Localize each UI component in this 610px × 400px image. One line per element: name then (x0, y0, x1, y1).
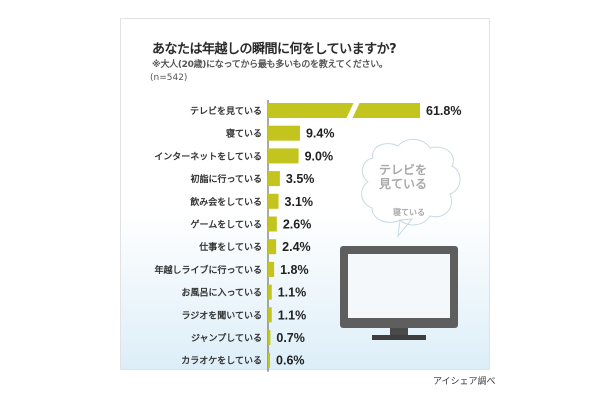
bar (268, 216, 277, 232)
category-label: ラジオを聞いている (181, 310, 262, 321)
value-label: 9.0% (305, 149, 334, 163)
chart-subtitle: ※大人(20歳)になってから最も多いものを教えてください。 (152, 60, 388, 70)
tv-illustration (340, 139, 461, 340)
tv-screen (348, 254, 450, 318)
category-label: 飲み会をしている (189, 196, 262, 208)
bar (268, 125, 300, 141)
value-label: 0.6% (276, 354, 305, 368)
bubble-text-sub: 寝ている (393, 208, 425, 217)
axis-break-mark (346, 102, 360, 119)
tv-neck (390, 328, 408, 335)
bubble-line-2: 見ている (378, 177, 427, 191)
category-label: お風呂に入っている (181, 288, 262, 299)
category-label: ゲームをしている (191, 219, 262, 231)
speech-bubble (361, 139, 461, 238)
bar (268, 307, 272, 323)
bar (268, 148, 299, 164)
bar (268, 330, 271, 345)
category-label: テレビを見ている (190, 105, 262, 117)
bar (268, 284, 272, 300)
value-label: 3.5% (286, 172, 315, 186)
bar (268, 239, 277, 255)
tv-stand (372, 335, 426, 340)
bar (268, 193, 279, 209)
category-label: インターネットをしている (154, 150, 262, 162)
bar (268, 171, 280, 187)
bubble-text-main: テレビを 見ている (373, 163, 433, 191)
sample-size: (n=542) (150, 73, 188, 83)
value-label: 3.1% (285, 195, 314, 209)
value-label: 1.1% (278, 308, 307, 322)
category-label: 仕事をしている (198, 241, 262, 253)
category-label: ジャンプしている (191, 332, 262, 344)
chart-title: あなたは年越しの瞬間に何をしていますか? (152, 42, 397, 57)
bars-layer: テレビを見ている 61.8% 寝ている 9.4% インターネットをしている 9.0% 初詣に… (154, 100, 461, 372)
source-credit: アイシェア調べ (433, 377, 496, 387)
value-label: 1.1% (278, 286, 307, 300)
bar (268, 261, 275, 277)
value-label: 0.7% (276, 331, 305, 345)
category-label: 年越しライブに行っている (154, 264, 262, 276)
value-label: 9.4% (306, 127, 335, 141)
value-label: 2.4% (282, 240, 311, 254)
category-label: 初詣に行っている (190, 173, 262, 185)
bar (268, 103, 420, 118)
bubble-line-1: テレビを (378, 163, 427, 177)
bar (268, 352, 271, 368)
value-label: 2.6% (283, 218, 312, 232)
category-label: カラオケをしている (181, 356, 262, 367)
value-label: 61.8% (426, 104, 461, 118)
category-label: 寝ている (226, 128, 262, 140)
value-label: 1.8% (280, 263, 309, 277)
